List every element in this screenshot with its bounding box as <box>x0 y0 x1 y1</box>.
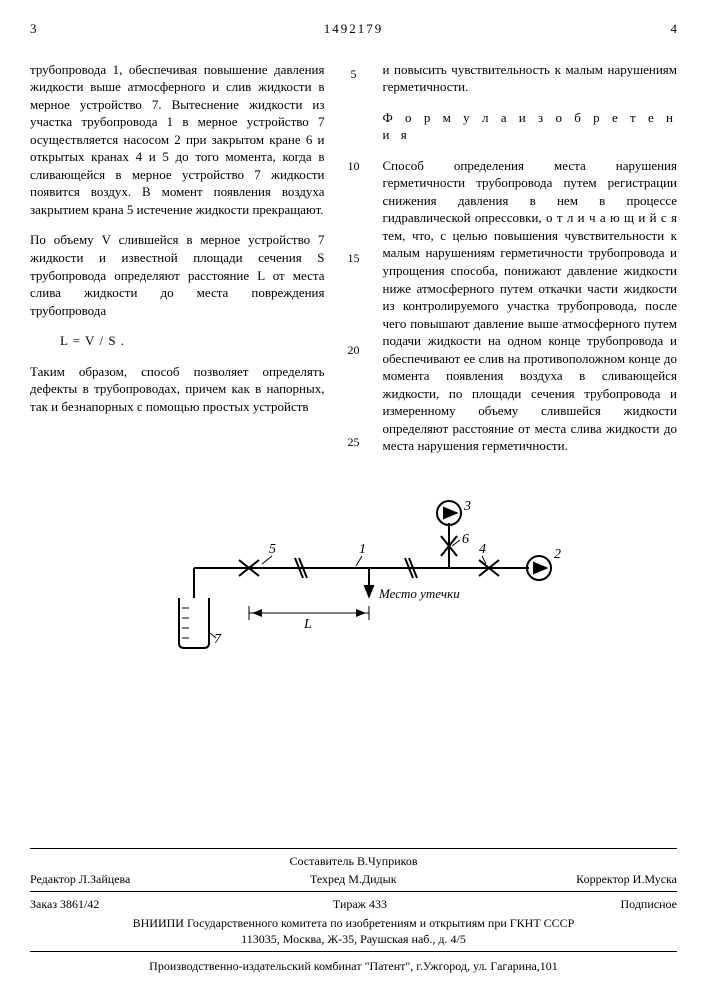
leak-label: Место утечки <box>378 586 460 601</box>
left-p1: трубопровода 1, обеспечивая повышение да… <box>30 61 325 219</box>
label-5: 5 <box>269 542 276 557</box>
footer-tech: Техред М.Дидык <box>310 871 397 887</box>
footer-order: Заказ 3861/42 <box>30 896 99 912</box>
footer-composer: Составитель В.Чуприков <box>30 853 677 869</box>
footer-addr: 113035, Москва, Ж-35, Раушская наб., д. … <box>30 931 677 947</box>
right-column: и повысить чувствительность к малым нару… <box>383 48 678 468</box>
line-num: 20 <box>348 342 360 358</box>
text-columns: трубопровода 1, обеспечивая повышение да… <box>30 48 677 468</box>
footer-tirage: Тираж 433 <box>333 896 387 912</box>
line-num: 15 <box>348 250 360 266</box>
footer-corrector: Корректор И.Муска <box>576 871 677 887</box>
footer-block: Составитель В.Чуприков Редактор Л.Зайцев… <box>30 848 677 952</box>
claim-title: Ф о р м у л а и з о б р е т е н и я <box>383 109 678 144</box>
label-3: 3 <box>463 499 471 514</box>
footer-org: ВНИИПИ Государственного комитета по изоб… <box>30 915 677 931</box>
left-p3: Таким образом, способ позволяет определя… <box>30 363 325 416</box>
line-numbers: 5 10 15 20 25 <box>345 48 363 468</box>
page-left-col-num: 3 <box>30 20 37 38</box>
left-p2: По объему V слившейся в мерное устройств… <box>30 231 325 319</box>
line-num: 5 <box>351 66 357 82</box>
formula: L = V / S . <box>60 332 325 350</box>
line-num: 10 <box>348 158 360 174</box>
patent-number: 1492179 <box>324 20 384 38</box>
pipeline-diagram: 1 2 3 4 5 6 7 L Место утечки <box>30 498 677 668</box>
label-7: 7 <box>214 632 222 647</box>
label-4: 4 <box>479 542 486 557</box>
right-p1: и повысить чувствительность к малым нару… <box>383 61 678 96</box>
footer-signed: Подписное <box>621 896 678 912</box>
right-p2: Способ определения места нарушения герме… <box>383 157 678 455</box>
label-6: 6 <box>462 532 469 547</box>
footer-editor: Редактор Л.Зайцева <box>30 871 130 887</box>
line-num: 25 <box>348 434 360 450</box>
label-2: 2 <box>554 547 561 562</box>
page-right-col-num: 4 <box>671 20 678 38</box>
page-header: 3 1492179 4 <box>30 20 677 38</box>
label-L: L <box>303 617 312 632</box>
left-column: трубопровода 1, обеспечивая повышение да… <box>30 48 325 468</box>
label-1: 1 <box>359 542 366 557</box>
footer-printer: Производственно-издательский комбинат "П… <box>30 958 677 974</box>
